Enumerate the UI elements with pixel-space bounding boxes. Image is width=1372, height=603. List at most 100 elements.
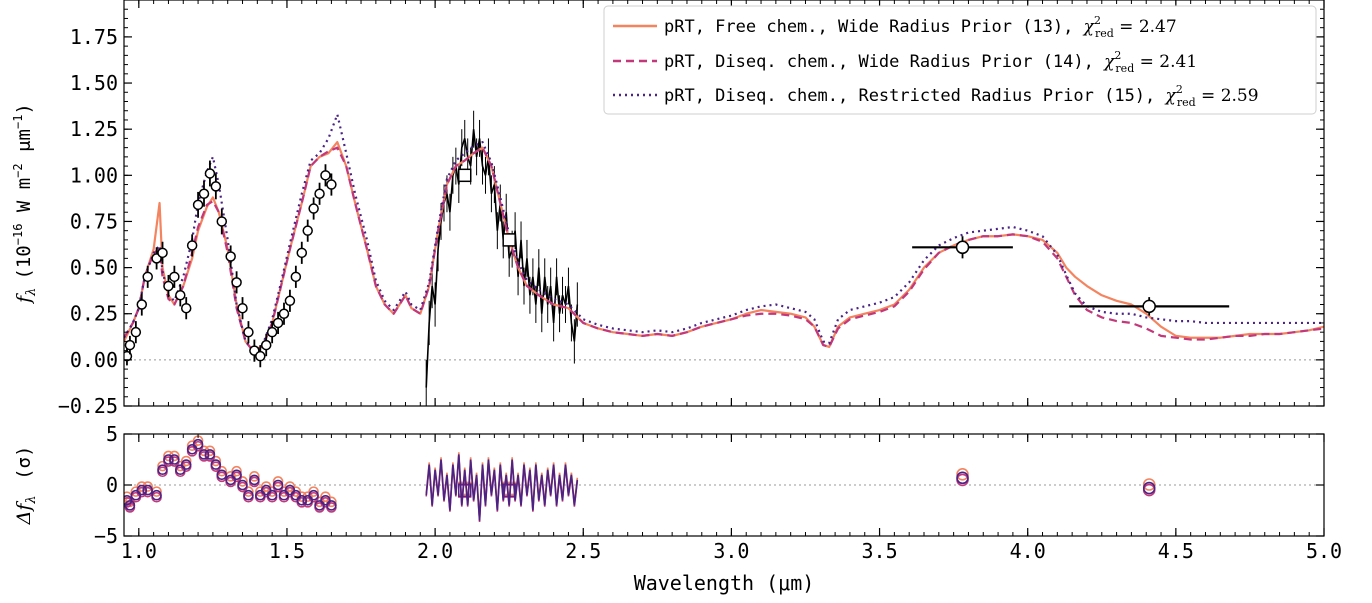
residual-wide-point-3: [1142, 481, 1156, 495]
residual-wide-point-1: [1142, 478, 1156, 491]
photometry-point: [290, 271, 302, 283]
legend-label-free-chem: pRT, Free chem., Wide Radius Prior (13),…: [664, 14, 1177, 40]
residual-point-3: [136, 484, 148, 496]
photometry-point: [124, 339, 136, 351]
spectrum-panel: −0.25 0.00 0.25 0.50 0.75 1.00 1.25 1.50 1.75 fλ…: [11, 0, 1325, 418]
residuals-y-axis-label: Δfλ (σ): [13, 446, 39, 526]
photometry-point: [180, 302, 192, 314]
residual-point-3: [272, 479, 284, 491]
photometry-point: [308, 203, 319, 214]
spectrum-y-axis-label: fλ(10−16 W m−2 μm−1): [11, 103, 39, 305]
residual-point-3: [308, 489, 319, 501]
residual-point-3: [180, 459, 192, 470]
x-tick-label: 3.5: [861, 539, 897, 563]
residual-point-1: [308, 486, 319, 497]
residual-wide-point-3: [956, 471, 969, 485]
observed-spectrum: [425, 110, 579, 406]
residual-point-3: [216, 469, 228, 481]
x-tick-label: 1.5: [269, 539, 305, 563]
residual-point-1: [326, 496, 337, 508]
residual-point-3: [192, 438, 204, 450]
y-tick-label: 0.50: [70, 256, 118, 280]
residual-point-3: [124, 495, 133, 506]
residual-wide-point-1: [956, 467, 969, 481]
legend-entry-free-chem: pRT, Free chem., Wide Radius Prior (13),…: [613, 14, 1177, 40]
residual-point-3: [151, 489, 162, 501]
residual-point-3: [210, 459, 222, 470]
residual-point-3: [266, 489, 278, 501]
residual-point-1: [272, 476, 284, 487]
photometry-point: [204, 168, 216, 179]
photometry-point: [314, 188, 325, 200]
residual-point-1: [249, 471, 260, 482]
residual-point-3: [198, 449, 210, 460]
legend-entry-diseq-restricted: pRT, Diseq. chem., Restricted Radius Pri…: [613, 83, 1259, 109]
x-tick-label: 4.5: [1158, 539, 1194, 563]
legend-box: [603, 5, 1317, 115]
legend: pRT, Free chem., Wide Radius Prior (13),…: [603, 5, 1317, 115]
residual-point-3: [296, 494, 308, 506]
residual-point-3: [326, 500, 337, 511]
residual-point-3: [142, 484, 154, 496]
y-tick-label: 0: [106, 473, 118, 497]
photometry-point: [130, 326, 142, 338]
photometry-point: [272, 317, 284, 329]
residual-point-3: [169, 454, 180, 465]
residual-point-1: [231, 465, 242, 477]
residual-point-3: [243, 489, 254, 501]
x-tick-label: 4.0: [1010, 539, 1046, 563]
model-line-3: [124, 113, 1324, 350]
residual-square-3: [502, 483, 516, 497]
photometry-point: [266, 326, 278, 338]
photometry-point: [210, 181, 222, 192]
photometry-point: [320, 170, 331, 181]
observed-spectrum-line: [425, 129, 579, 388]
residual-square-3: [458, 483, 472, 497]
y-tick-label: 0.00: [70, 348, 118, 372]
photometry-point: [186, 240, 198, 251]
photometry-point: [225, 251, 236, 262]
residual-point-3: [231, 469, 242, 481]
residual-spectrum-3: [425, 454, 579, 521]
y-tick-label: 0.25: [70, 302, 118, 326]
residuals-panel: −5 0 5 1.0 1.5 2.0 2.5 3.0 3.5 4.0 4.5 5.0 Δfλ (σ)…: [13, 422, 1342, 595]
y-tick-label: 1.75: [70, 25, 118, 49]
legend-label-diseq-wide: pRT, Diseq. chem., Wide Radius Prior (14…: [664, 49, 1197, 75]
photometry-point: [260, 339, 272, 351]
x-tick-label: 5.0: [1306, 539, 1342, 563]
y-tick-label: 1.25: [70, 117, 118, 141]
photometry-point: [169, 271, 180, 283]
x-tick-label: 1.0: [121, 539, 157, 563]
photometry-point: [216, 216, 228, 227]
x-tick-label: 2.5: [565, 539, 601, 563]
residual-point-3: [124, 500, 136, 511]
photometry-point: [175, 290, 186, 301]
photometry-point: [302, 225, 313, 236]
photometry-point: [243, 326, 254, 338]
residuals-x-axis: 1.0 1.5 2.0 2.5 3.0 3.5 4.0 4.5 5.0: [121, 434, 1342, 563]
photometry-point: [198, 188, 210, 200]
photometry-point: [157, 247, 168, 259]
x-tick-label: 3.0: [713, 539, 749, 563]
legend-label-diseq-restricted: pRT, Diseq. chem., Restricted Radius Pri…: [664, 83, 1259, 109]
spectrum-x-ticks: [123, 0, 1325, 406]
spectrum-y-axis: −0.25 0.00 0.25 0.50 0.75 1.00 1.25 1.50 1.75: [58, 8, 1324, 418]
y-tick-label: 1.00: [70, 163, 118, 187]
residuals-y-axis: −5 0 5: [94, 422, 1324, 548]
photometry-point: [192, 199, 204, 211]
photometry-point: [255, 350, 266, 362]
photometry-point: [163, 280, 174, 292]
photometry-point: [296, 247, 308, 259]
photometry-point: [955, 240, 970, 255]
photometry-points: [124, 160, 1230, 368]
residual-point-3: [204, 449, 216, 460]
x-axis-label: Wavelength (μm): [634, 571, 815, 595]
y-tick-label: 0.75: [70, 209, 118, 233]
residual-point-1: [180, 455, 192, 467]
photometry-point: [278, 308, 290, 319]
y-tick-label: −0.25: [58, 394, 118, 418]
photometry-point: [1142, 299, 1156, 314]
y-tick-label: 5: [106, 422, 118, 446]
y-tick-label: −5: [94, 524, 118, 548]
